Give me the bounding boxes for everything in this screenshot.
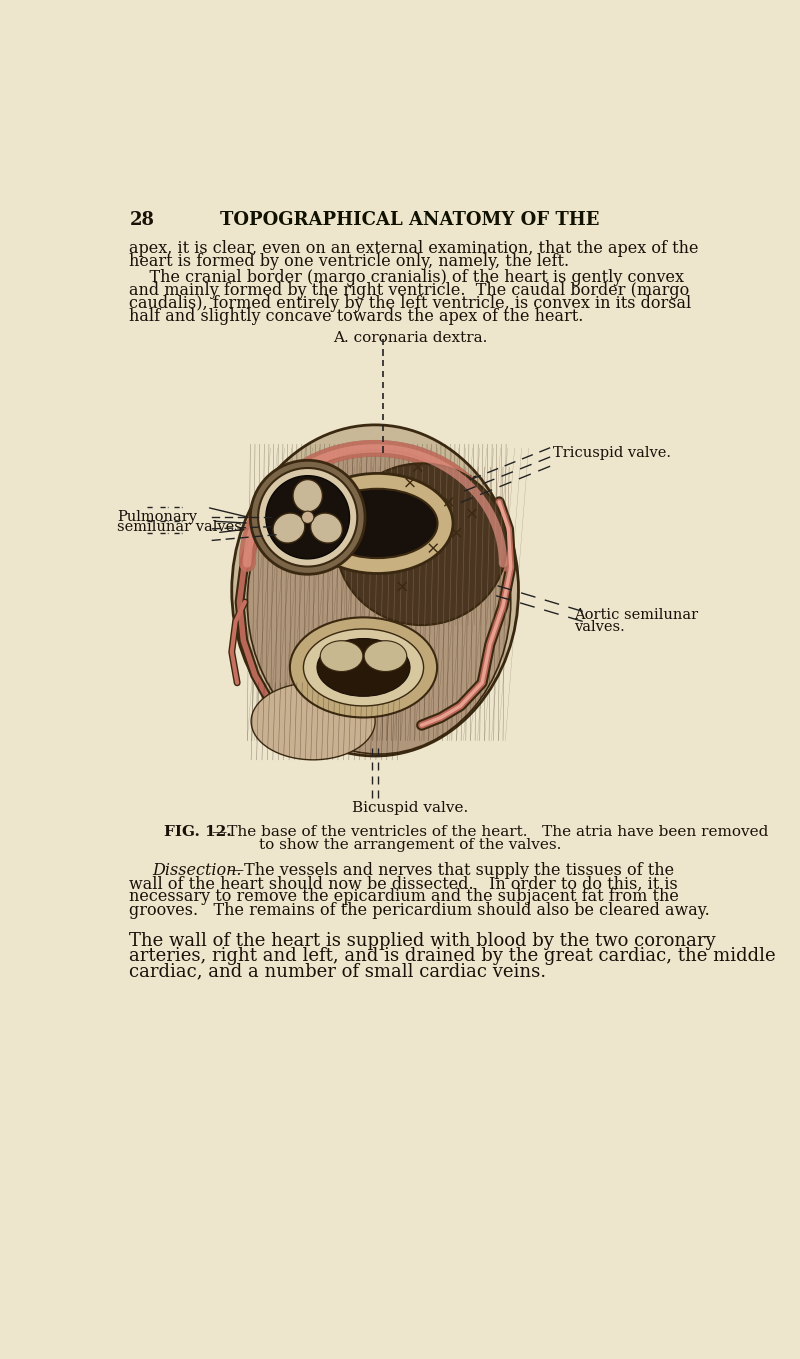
Ellipse shape [273,514,305,544]
Ellipse shape [318,489,438,559]
Text: wall of the heart should now be dissected.   In order to do this, it is: wall of the heart should now be dissecte… [130,875,678,893]
Text: semilunar valves.: semilunar valves. [117,520,246,534]
Text: The cranial border (margo cranialis) of the heart is gently convex: The cranial border (margo cranialis) of … [130,269,685,285]
Text: FIG. 12.: FIG. 12. [163,825,231,840]
Ellipse shape [266,476,350,559]
Text: —The base of the ventricles of the heart.   The atria have been removed: —The base of the ventricles of the heart… [212,825,769,840]
Ellipse shape [310,514,342,544]
Ellipse shape [302,473,453,573]
Text: and mainly formed by the right ventricle.  The caudal border (margo: and mainly formed by the right ventricle… [130,281,690,299]
Text: A. coronaria dextra.: A. coronaria dextra. [333,332,487,345]
Ellipse shape [364,640,406,671]
Text: 28: 28 [130,211,154,228]
Text: Dissection.: Dissection. [153,862,242,879]
Text: apex, it is clear, even on an external examination, that the apex of the: apex, it is clear, even on an external e… [130,241,699,257]
Text: Bicuspid valve.: Bicuspid valve. [352,800,468,814]
Ellipse shape [232,425,518,756]
Ellipse shape [317,639,410,696]
Ellipse shape [250,461,365,575]
Text: The wall of the heart is supplied with blood by the two coronary: The wall of the heart is supplied with b… [130,931,716,950]
Text: —The vessels and nerves that supply the tissues of the: —The vessels and nerves that supply the … [228,862,674,879]
Text: half and slightly concave towards the apex of the heart.: half and slightly concave towards the ap… [130,308,584,325]
Ellipse shape [336,463,507,625]
Text: caudalis), formed entirely by the left ventricle, is convex in its dorsal: caudalis), formed entirely by the left v… [130,295,692,311]
Ellipse shape [251,682,375,760]
Text: Pulmonary: Pulmonary [117,510,197,523]
Text: Aortic semilunar: Aortic semilunar [574,607,698,622]
Text: necessary to remove the epicardium and the subjacent fat from the: necessary to remove the epicardium and t… [130,889,679,905]
Ellipse shape [303,629,423,705]
Text: cardiac, and a number of small cardiac veins.: cardiac, and a number of small cardiac v… [130,962,546,980]
Ellipse shape [290,617,437,718]
Ellipse shape [293,480,322,512]
Circle shape [302,511,314,523]
Text: grooves.   The remains of the pericardium should also be cleared away.: grooves. The remains of the pericardium … [130,901,710,919]
Text: valves.: valves. [574,620,625,633]
Text: heart is formed by one ventricle only, namely, the left.: heart is formed by one ventricle only, n… [130,253,570,270]
Ellipse shape [247,450,510,754]
Text: arteries, right and left, and is drained by the great cardiac, the middle: arteries, right and left, and is drained… [130,947,776,965]
Ellipse shape [258,467,358,567]
Text: Tricuspid valve.: Tricuspid valve. [554,447,671,461]
Text: TOPOGRAPHICAL ANATOMY OF THE: TOPOGRAPHICAL ANATOMY OF THE [220,211,600,228]
Text: to show the arrangement of the valves.: to show the arrangement of the valves. [259,837,561,852]
Ellipse shape [320,640,363,671]
